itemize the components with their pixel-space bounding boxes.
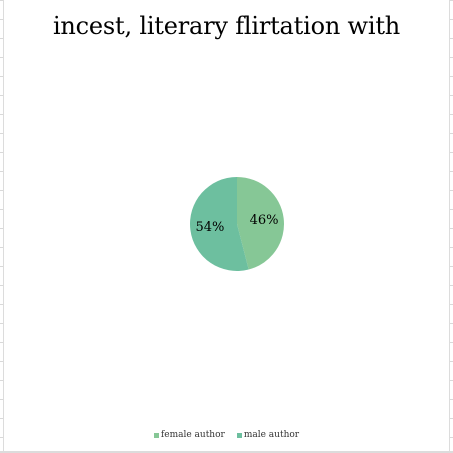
frame-edge-bottom [0,451,453,453]
frame-edge-left [0,0,4,453]
legend-swatch-male-author [236,432,242,438]
legend-label-male-author: male author [243,430,300,440]
legend-item-female-author: female author [153,430,225,440]
pie-label-female-author: 46% [250,213,279,228]
chart-title: incest, literary flirtation with [52,12,401,40]
frame-edge-right [449,0,453,453]
pie-slice-female-author [237,177,284,270]
pie-label-male-author: 54% [196,220,225,235]
legend-swatch-female-author [153,432,159,438]
legend: female author male author [0,430,453,440]
pie-slice-male-author [189,177,249,271]
legend-label-female-author: female author [160,430,225,440]
legend-item-male-author: male author [236,430,300,440]
